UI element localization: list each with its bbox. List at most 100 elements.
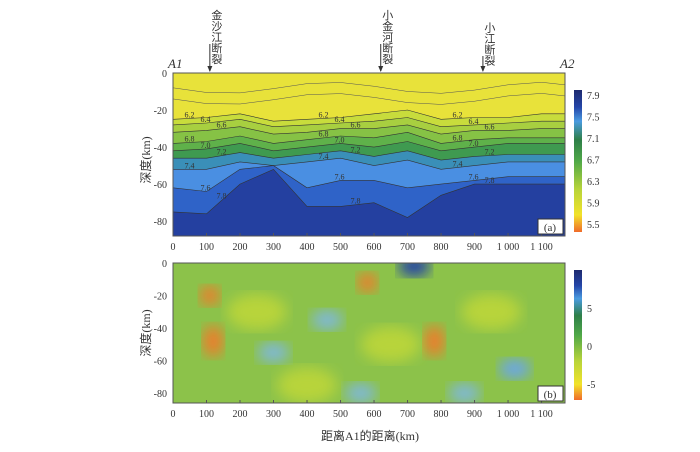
fault-marker: 小江断裂 — [480, 22, 495, 72]
fault-label: 金沙江断裂 — [210, 8, 223, 65]
contour-label: 7.8 — [351, 197, 361, 206]
colorbar-a-tick: 5.5 — [587, 220, 600, 231]
colorbar-a-tick: 6.7 — [587, 156, 600, 167]
anomaly-low — [199, 285, 220, 306]
xtick-label: 500 — [333, 242, 348, 253]
endpoint-a1: A1 — [167, 56, 182, 71]
contour-fill-7.8 — [173, 169, 565, 236]
contour-label: 7.4 — [185, 161, 195, 170]
panel-b-anomaly — [173, 263, 565, 403]
contour-label: 7.0 — [201, 141, 211, 150]
colorbar-b — [574, 270, 582, 400]
xtick-label: 800 — [434, 409, 449, 420]
fault-label: 小江断裂 — [483, 22, 496, 67]
contour-label: 7.4 — [319, 152, 329, 161]
contour-line-7.8 — [172, 168, 565, 218]
contour-label: 7.6 — [201, 184, 211, 193]
panel-label-b: (b) — [544, 389, 557, 401]
colorbar-a-tick: 7.1 — [587, 134, 600, 145]
colorbar-b-tick: 0 — [587, 342, 592, 353]
texture-blob — [277, 367, 338, 403]
xtick-label: 900 — [467, 409, 482, 420]
colorbar-a-tick: 5.9 — [587, 199, 600, 210]
texture-blob — [360, 326, 421, 363]
ytick-label-b: 0 — [162, 259, 167, 270]
contour-label: 6.4 — [335, 115, 345, 124]
colorbar-b-tick: -5 — [587, 380, 595, 391]
endpoint-a2: A2 — [559, 56, 575, 71]
contour-line-6.8 — [172, 131, 565, 144]
colorbar-a-tick: 7.5 — [587, 113, 600, 124]
xtick-label: 0 — [171, 409, 176, 420]
ytick-label-a: 0 — [162, 69, 167, 80]
contour-label: 6.6 — [351, 121, 361, 130]
contour-label: 7.4 — [453, 159, 463, 168]
xtick-label: 1 000 — [497, 409, 520, 420]
contour-line-shallow — [172, 93, 566, 105]
contour-label: 7.2 — [485, 147, 495, 156]
ytick-label-a: -40 — [154, 143, 167, 154]
xlabel: 距离A1的距离(km) — [321, 428, 419, 443]
contour-line-6.6 — [172, 124, 565, 135]
contour-label: 7.8 — [485, 176, 495, 185]
contour-line-7.0 — [172, 141, 565, 152]
contour-label: 6.2 — [319, 110, 329, 119]
contour-label: 6.2 — [453, 110, 463, 119]
fault-marker: 金沙江断裂 — [207, 8, 222, 72]
contour-label: 7.2 — [351, 145, 361, 154]
contour-line-7.2 — [173, 150, 565, 161]
ytick-label-b: -20 — [154, 292, 167, 303]
anomaly-high — [257, 342, 290, 363]
anomaly-high — [448, 383, 481, 403]
contour-line-7.4 — [173, 157, 565, 170]
colorbar-a — [574, 90, 582, 232]
xtick-label: 1 100 — [530, 409, 553, 420]
xtick-label: 1 000 — [497, 242, 520, 253]
panel-a-velocity: 6.2 6.2 6.2 6.4 6.4 6.4 6.6 6.6 6.6 6.8 6.8 6.8 7.0 7… — [172, 72, 566, 237]
contour-label: 6.2 — [185, 110, 195, 119]
xtick-label: 600 — [367, 242, 382, 253]
ytick-label-b: -40 — [154, 324, 167, 335]
ytick-label-b: -60 — [154, 357, 167, 368]
ylabel-b: 深度(km) — [138, 309, 153, 356]
texture-blob — [226, 293, 287, 330]
contour-label: 7.0 — [469, 139, 479, 148]
xtick-label: 300 — [266, 242, 281, 253]
xtick-label: 600 — [367, 409, 382, 420]
colorbar-a-tick: 6.3 — [587, 177, 600, 188]
anomaly-high — [398, 263, 431, 277]
texture-blob — [461, 293, 522, 330]
ytick-label-a: -80 — [154, 217, 167, 228]
contour-line-7.6 — [172, 165, 565, 192]
contour-label: 6.4 — [469, 117, 479, 126]
xtick-label: 900 — [467, 242, 482, 253]
xtick-label: 400 — [300, 409, 315, 420]
contour-label: 6.6 — [485, 122, 495, 131]
ylabel-a: 深度(km) — [138, 136, 153, 183]
ytick-label-a: -20 — [154, 106, 167, 117]
colorbar-b-tick: 5 — [587, 304, 592, 315]
contour-label: 7.2 — [217, 148, 227, 157]
anomaly-high — [344, 383, 377, 403]
xtick-label: 500 — [333, 409, 348, 420]
anomaly-high — [498, 358, 531, 379]
xtick-label: 400 — [300, 242, 315, 253]
contour-line-6.4 — [172, 117, 565, 128]
contour-label: 6.8 — [319, 130, 329, 139]
contour-label: 7.6 — [469, 172, 479, 181]
xtick-label: 800 — [434, 242, 449, 253]
contour-label: 6.4 — [201, 115, 211, 124]
fault-label: 小金河断裂 — [381, 9, 394, 65]
panel-a-frame — [172, 72, 566, 237]
xtick-label: 200 — [233, 242, 248, 253]
anomaly-high — [311, 309, 344, 330]
xtick-label: 700 — [400, 409, 415, 420]
ytick-label-a: -60 — [154, 180, 167, 191]
contour-line-6.2 — [172, 109, 565, 122]
fault-marker: 小金河断裂 — [378, 9, 393, 72]
panel-b-frame — [172, 262, 566, 404]
contour-label: 7.0 — [335, 135, 345, 144]
contour-label: 7.6 — [335, 172, 345, 181]
contour-label: 7.8 — [217, 192, 227, 201]
xtick-label: 200 — [233, 409, 248, 420]
